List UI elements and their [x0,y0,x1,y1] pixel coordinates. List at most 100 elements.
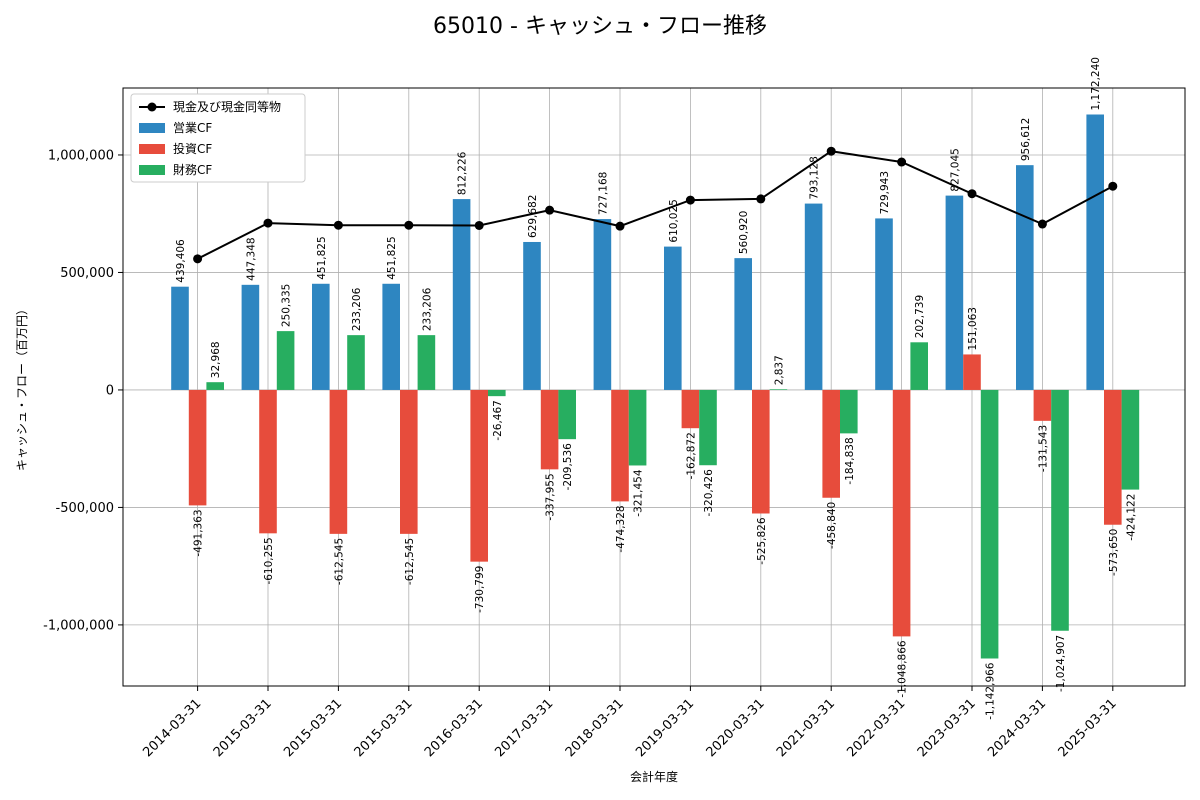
data-label: -424,122 [1125,494,1137,541]
bar-投資CF [470,389,488,562]
bar-営業CF [241,284,260,390]
x-tick-label: 2020-03-31 [704,696,768,760]
bar-営業CF [171,286,189,390]
line-point [615,221,625,231]
data-label: -474,328 [615,505,627,552]
label-layer: 439,406 447,348 451,825 451,825 812,226 629,6… [175,57,1137,720]
bar-財務CF [628,389,647,466]
data-label: -610,255 [263,537,275,584]
x-tick-label: 2019-03-31 [633,696,697,760]
bar-営業CF [382,283,400,390]
legend-label: 投資CF [173,141,212,156]
data-label: 2,837 [773,355,785,385]
legend-label: 営業CF [173,121,212,135]
x-tick-label: 2025-03-31 [1056,696,1120,760]
x-tick-label: 2015-03-31 [281,696,345,760]
x-tick-label: 2015-03-31 [352,696,416,760]
data-label: 812,226 [457,151,469,195]
bar-財務CF [910,342,928,390]
bar-財務CF [347,335,365,390]
data-label: 233,206 [421,287,433,331]
bar-財務CF [1121,389,1140,490]
legend-label: 財務CF [173,162,212,177]
x-tick-label: 2017-03-31 [492,696,556,760]
bar-営業CF [312,283,330,390]
y-axis-label: キャッシュ・フロー（百万円） [15,303,29,471]
legend-label: 現金及び現金同等物 [173,99,281,114]
data-label: 956,612 [1020,118,1032,161]
bar-財務CF [206,382,224,390]
data-label: 447,348 [245,237,257,280]
bar-投資CF [540,389,559,470]
legend-swatch [139,165,165,175]
bar-財務CF [980,389,999,659]
data-label: 727,168 [597,172,609,215]
bar-営業CF [875,218,893,390]
data-label: 451,825 [316,236,328,279]
data-label: -321,454 [633,469,645,517]
plot-frame [122,87,1186,687]
x-tick-label: 2016-03-31 [422,696,486,760]
data-label: 439,406 [175,239,187,283]
line-現金及び現金同等物 [197,150,1114,260]
legend-box [130,93,306,183]
bar-財務CF [769,389,788,390]
line-point [685,195,695,205]
bar-投資CF [752,389,770,514]
bar-投資CF [188,389,207,506]
data-label: 610,025 [668,199,680,242]
bar-財務CF [699,389,717,466]
line-point [897,157,907,167]
bar-投資CF [892,389,911,637]
bar-投資CF [611,389,629,502]
y-tick-label: -1,000,000 [43,618,114,633]
bar-営業CF [945,195,964,390]
data-label: -612,545 [404,538,416,585]
bar-財務CF [276,331,295,390]
data-label: -612,545 [333,538,345,585]
y-tick-label: 0 [106,383,114,398]
bar-営業CF [1016,165,1034,390]
bar-営業CF [664,246,682,390]
data-label: -525,826 [756,517,768,565]
bar-投資CF [400,389,418,534]
bar-営業CF [804,203,823,390]
bar-財務CF [1051,389,1069,631]
bar-投資CF [329,389,348,534]
bar-財務CF [488,389,506,397]
x-axis-label: 会計年度 [630,769,678,784]
line-point [333,220,343,230]
data-label: -491,363 [193,509,205,556]
data-label: -320,426 [703,469,715,517]
line-point [826,146,836,156]
bar-投資CF [963,354,981,390]
legend-swatch [139,123,165,133]
x-tick-label: 2015-03-31 [211,696,275,760]
x-tick-label: 2021-03-31 [774,696,838,760]
data-label: 233,206 [351,287,363,331]
bar-営業CF [593,219,612,390]
data-label: 451,825 [386,236,398,279]
line-point [1108,181,1118,191]
bar-営業CF [452,199,471,390]
data-label: -26,467 [492,400,504,441]
x-tick-label: 2018-03-31 [563,696,627,760]
bar-投資CF [1104,389,1122,525]
data-label: -184,838 [844,437,856,484]
line-point [404,220,414,230]
data-label: -730,799 [474,566,486,613]
data-label: -1,024,907 [1055,635,1067,692]
data-label: -458,840 [826,502,838,549]
line-point [193,254,203,264]
data-label: -337,955 [545,473,557,520]
bar-投資CF [1033,389,1052,421]
x-tick-label: 2023-03-31 [915,696,979,760]
line-point [756,194,766,204]
line-point [263,218,273,228]
bar-財務CF [558,389,576,440]
data-label: 1,172,240 [1090,57,1102,110]
legend-swatch [139,144,165,154]
y-tick-label: 1,000,000 [48,148,114,163]
bar-投資CF [259,389,277,534]
